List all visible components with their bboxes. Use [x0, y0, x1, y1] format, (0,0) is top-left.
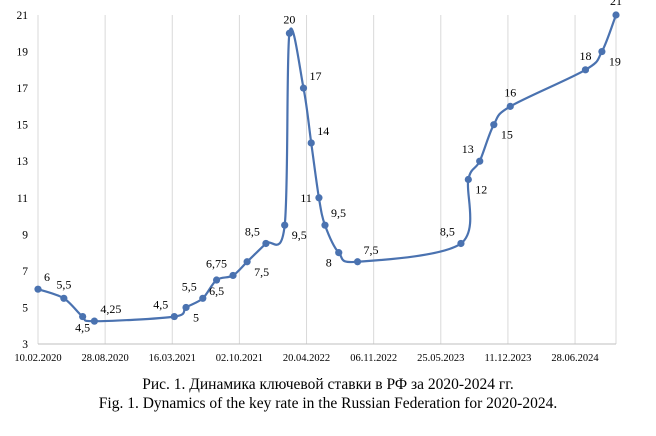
data-points	[34, 11, 620, 325]
data-label: 18	[579, 49, 591, 63]
data-point	[315, 194, 323, 202]
data-label: 9,5	[331, 206, 346, 220]
y-tick-label: 7	[22, 266, 28, 278]
data-label: 21	[610, 0, 622, 8]
data-label: 6	[44, 270, 50, 284]
data-label: 11	[300, 191, 312, 205]
data-point	[299, 84, 308, 92]
data-point	[612, 11, 620, 19]
data-point	[490, 121, 498, 129]
y-tick-label: 19	[17, 47, 29, 59]
x-tick-label: 28.06.2024	[551, 353, 599, 364]
y-tick-label: 13	[17, 156, 29, 168]
x-tick-label: 02.10.2021	[216, 353, 263, 364]
data-point	[79, 312, 87, 321]
data-labels: 6 5,5 4,5 4,25 4,5 5 5,5 6,5 6,75 7,5 8,5 9,5 20 17 14…	[44, 0, 622, 335]
x-tick-label: 11.12.2023	[484, 353, 531, 364]
x-tick-labels: 10.02.2020 28.08.2020 16.03.2021 02.10.2021…	[14, 353, 599, 364]
data-point	[506, 102, 514, 110]
data-point	[335, 249, 343, 257]
data-point	[182, 303, 190, 312]
data-label: 7,5	[254, 265, 269, 279]
data-label: 5,5	[182, 279, 197, 293]
series-line-path	[37, 14, 618, 323]
data-point	[307, 139, 315, 147]
data-point	[476, 157, 484, 165]
gridlines	[37, 15, 617, 344]
x-tick-label: 20.04.2022	[283, 353, 330, 364]
data-point	[212, 276, 221, 284]
data-point	[243, 258, 251, 266]
data-point	[285, 29, 294, 37]
data-point	[170, 312, 178, 321]
x-tick-label: 28.08.2020	[82, 353, 129, 364]
data-label: 8,5	[440, 224, 455, 238]
data-label: 5,5	[56, 277, 71, 291]
figure-caption-ru: Рис. 1. Динамика ключевой ставки в РФ за…	[142, 376, 514, 393]
x-tick-label: 16.03.2021	[149, 353, 196, 364]
series-line	[37, 14, 618, 323]
data-label: 17	[310, 69, 322, 83]
data-label: 6,75	[206, 256, 227, 270]
data-label: 16	[504, 85, 516, 99]
data-point	[598, 47, 606, 56]
data-point	[34, 285, 42, 293]
data-label: 4,5	[75, 321, 90, 335]
data-point	[581, 66, 590, 74]
data-label: 8,5	[245, 224, 260, 238]
x-tick-label: 25.05.2023	[417, 353, 464, 364]
data-label: 13	[462, 142, 474, 156]
data-label: 12	[475, 183, 487, 197]
data-point	[353, 258, 362, 266]
y-tick-label: 11	[17, 193, 28, 205]
data-label: 9,5	[292, 228, 307, 242]
x-tick-label: 06.11.2022	[350, 353, 397, 364]
data-point	[90, 317, 98, 325]
data-label: 4,5	[153, 298, 168, 312]
data-point	[60, 294, 68, 302]
y-tick-label: 17	[17, 83, 29, 95]
y-tick-labels: 3 5 7 9 11 13 15 17 19 21	[17, 10, 29, 351]
data-label: 19	[609, 55, 621, 69]
data-label: 20	[283, 12, 295, 26]
data-label: 7,5	[364, 243, 379, 257]
data-point	[262, 239, 270, 248]
data-point	[457, 239, 465, 248]
key-rate-line-chart: 3 5 7 9 11 13 15 17 19 21 10.02.2020 28.08.2020 16.…	[14, 0, 622, 364]
data-label: 14	[317, 124, 329, 138]
y-tick-label: 9	[22, 229, 28, 241]
data-label: 8	[326, 256, 332, 270]
data-point	[464, 175, 472, 184]
x-tick-label: 10.02.2020	[14, 353, 61, 364]
data-label: 5	[193, 310, 199, 324]
data-point	[199, 294, 207, 302]
data-point	[229, 271, 237, 280]
y-tick-label: 21	[17, 10, 29, 22]
data-label: 6,5	[209, 284, 224, 298]
data-label: 15	[501, 128, 513, 142]
y-tick-label: 15	[17, 120, 29, 132]
figure-caption-en: Fig. 1. Dynamics of the key rate in the …	[98, 395, 558, 412]
y-tick-label: 3	[22, 339, 28, 351]
data-point	[281, 221, 289, 229]
y-tick-label: 5	[22, 302, 28, 314]
data-label: 4,25	[100, 302, 121, 316]
data-point	[321, 221, 329, 229]
